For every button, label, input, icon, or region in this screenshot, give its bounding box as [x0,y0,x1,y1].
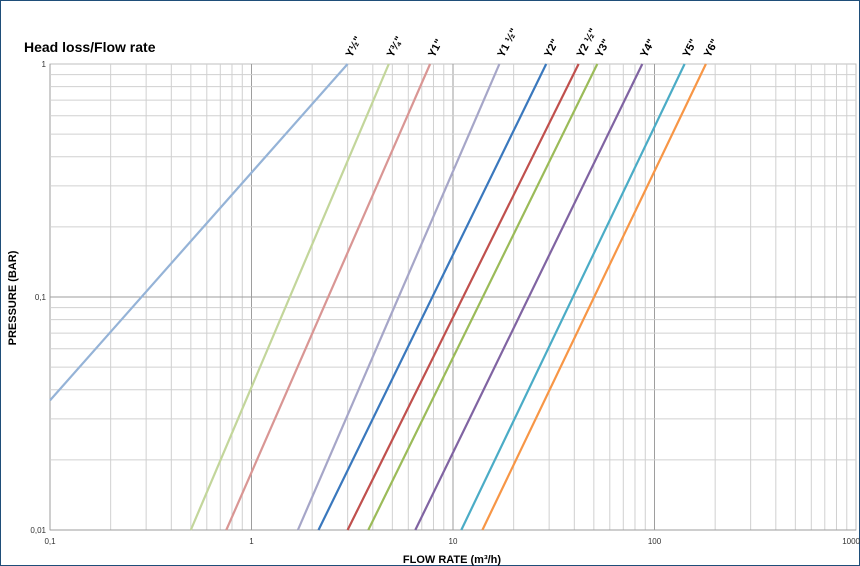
y-tick-label: 0,1 [35,293,47,302]
series-label: Y3" [593,37,612,59]
series-label: Y½" [344,35,365,60]
x-tick-label: 1000 [842,537,860,546]
series-line [481,63,707,531]
x-tick-labels: 0,1 1 10 100 1000 [44,537,860,546]
x-tick-label: 100 [648,537,662,546]
series-line [346,63,580,531]
x-axis-label: FLOW RATE (m³/h) [403,554,501,566]
series-line [225,63,432,531]
series-label: Y5" [681,37,700,59]
x-tick-label: 0,1 [44,537,56,546]
series-line [460,63,686,531]
series-label: Y4" [638,37,657,59]
series-labels: Y½" Y¾" Y1" Y1 ½" Y2" Y2 ½"Y3" Y4" Y5" Y6" [344,26,722,59]
y-tick-label: 1 [42,60,47,69]
y-axis-label: PRESSURE (BAR) [7,250,19,345]
series-line [189,63,390,531]
y-tick-label: 0,01 [30,526,46,535]
series-line [414,63,644,531]
series-label: Y¾" [385,35,406,60]
series-label: Y1" [426,37,445,59]
x-tick-label: 10 [449,537,458,546]
series-line [49,63,349,402]
series-label: Y2" [542,37,561,59]
chart-title: Head loss/Flow rate [24,39,156,55]
y-tick-labels: 0,01 0,1 1 [30,60,46,535]
series-label: Y6" [702,37,721,59]
grid [49,63,857,531]
x-tick-label: 1 [249,537,254,546]
series-label: Y1 ½" [495,26,520,59]
series-lines [49,63,707,531]
series-line [296,63,501,531]
series-line [367,63,599,531]
series-line [317,63,548,531]
